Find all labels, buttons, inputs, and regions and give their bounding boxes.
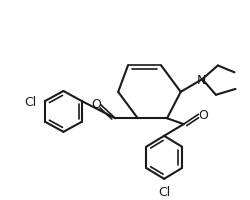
Text: N: N bbox=[196, 73, 205, 86]
Text: Cl: Cl bbox=[25, 95, 37, 108]
Text: O: O bbox=[91, 98, 101, 111]
Text: O: O bbox=[198, 108, 207, 121]
Text: Cl: Cl bbox=[157, 185, 170, 198]
